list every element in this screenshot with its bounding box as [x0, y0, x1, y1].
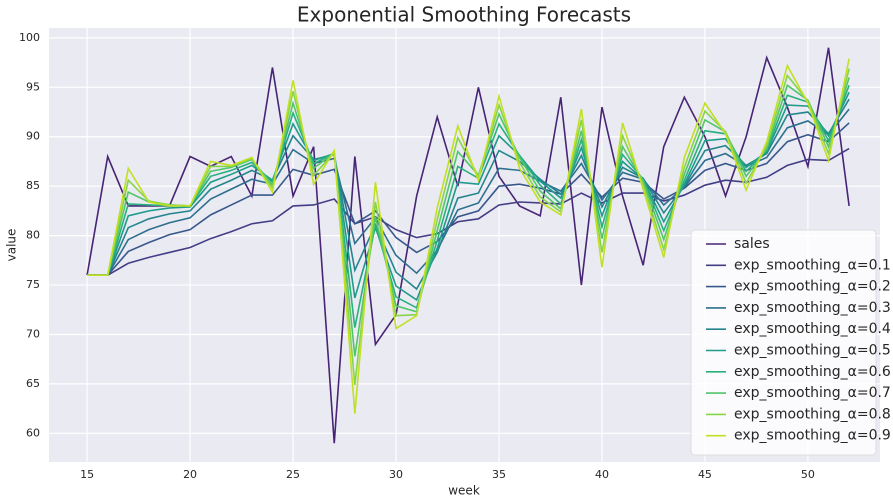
legend-label: exp_smoothing_α=0.8 — [734, 406, 891, 422]
y-tick-label: 60 — [26, 426, 40, 439]
series-line — [87, 91, 850, 302]
lines — [86, 47, 850, 444]
legend-label: exp_smoothing_α=0.5 — [734, 343, 891, 359]
y-tick-label: 85 — [26, 179, 40, 192]
x-tick-label: 40 — [595, 468, 609, 481]
legend-label: exp_smoothing_α=0.9 — [734, 428, 891, 444]
series-line — [87, 108, 850, 276]
x-tick-label: 20 — [183, 468, 197, 481]
y-axis-label: value — [5, 229, 19, 262]
legend-label: exp_smoothing_α=0.2 — [734, 279, 891, 295]
y-tick-label: 70 — [26, 327, 40, 340]
series-line — [87, 98, 850, 291]
legend-box — [690, 229, 877, 456]
series-line — [87, 58, 850, 414]
x-tick-label: 35 — [492, 468, 506, 481]
y-tick-label: 65 — [26, 377, 40, 390]
legend-label: exp_smoothing_α=0.1 — [734, 257, 891, 273]
legend-label: sales — [734, 236, 770, 252]
x-axis-label: week — [448, 484, 480, 498]
y-tick-label: 80 — [26, 229, 40, 242]
legend-label: exp_smoothing_α=0.4 — [734, 321, 891, 337]
x-tick-label: 45 — [698, 468, 712, 481]
legend-label: exp_smoothing_α=0.7 — [734, 385, 891, 401]
y-tick-label: 95 — [26, 80, 40, 93]
x-tick-label: 15 — [80, 468, 94, 481]
legend-label: exp_smoothing_α=0.3 — [734, 300, 891, 316]
y-tick-label: 90 — [26, 130, 40, 143]
x-tick-label: 30 — [389, 468, 403, 481]
legend-label: exp_smoothing_α=0.6 — [734, 364, 891, 380]
chart-title: Exponential Smoothing Forecasts — [297, 3, 631, 27]
x-tick-label: 50 — [801, 468, 815, 481]
series-line — [86, 47, 850, 444]
series-line — [87, 85, 850, 328]
series-line — [87, 122, 850, 276]
y-tick-label: 75 — [26, 278, 40, 291]
x-tick-label: 25 — [286, 468, 300, 481]
legend: sales exp_smoothing_α=0.1 exp_smoothing_α=… — [690, 229, 891, 456]
series-line — [87, 147, 850, 276]
y-tick-label: 100 — [19, 31, 40, 44]
